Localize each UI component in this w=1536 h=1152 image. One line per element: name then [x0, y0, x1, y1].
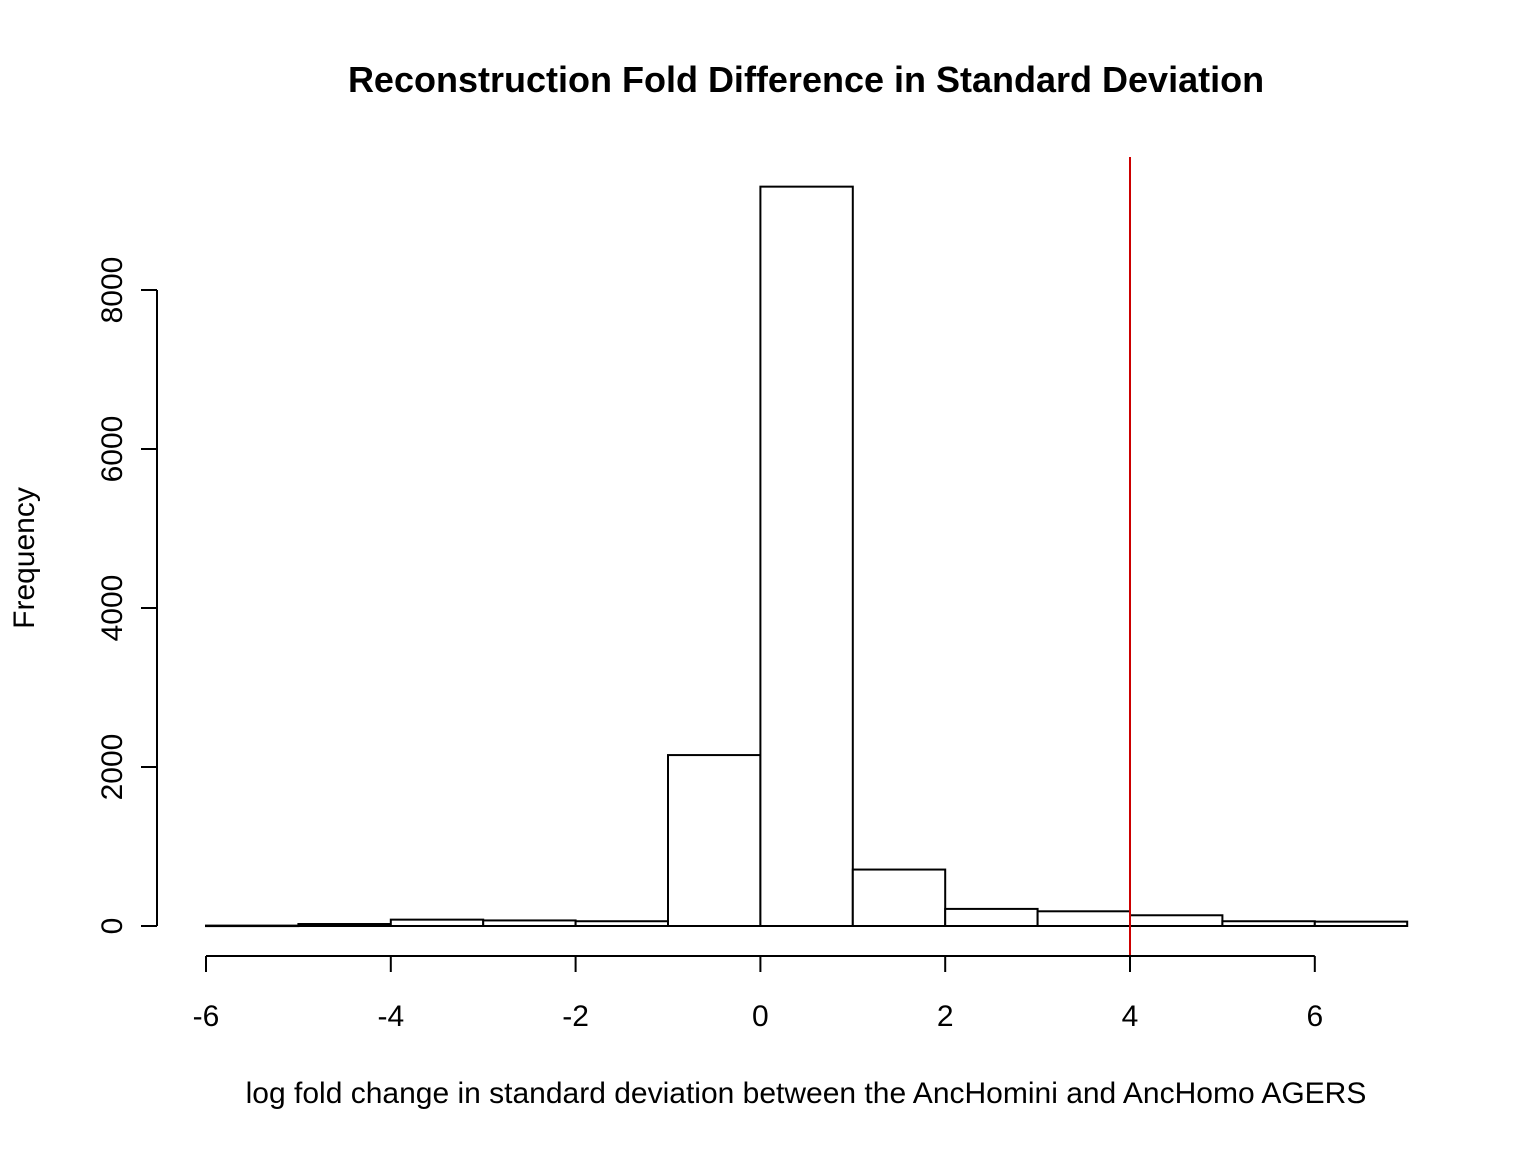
histogram-bar: [667, 754, 762, 928]
x-axis: -6 -4 -2 0 2 4 6: [193, 955, 1323, 1033]
histogram-bar: [944, 907, 1039, 927]
histogram-bar: [482, 919, 577, 927]
x-axis-label: log fold change in standard deviation be…: [246, 1077, 1367, 1110]
x-tick-label: 0: [752, 1000, 769, 1033]
chart-title: Reconstruction Fold Difference in Standa…: [348, 59, 1264, 100]
histogram-bar: [1129, 914, 1224, 928]
x-tick-label: -6: [193, 1000, 220, 1033]
histogram-bar: [574, 920, 669, 927]
histogram-bar: [297, 923, 392, 928]
y-tick-label: 4000: [96, 575, 129, 642]
x-tick-label: 2: [937, 1000, 954, 1033]
histogram-bar: [759, 185, 854, 927]
x-tick-label: 4: [1122, 1000, 1139, 1033]
y-tick-label: 8000: [96, 257, 129, 324]
y-axis: 0 2000 4000 6000 8000: [96, 257, 158, 935]
y-tick-label: 0: [96, 918, 129, 935]
histogram-bar: [389, 918, 485, 928]
histogram-bar: [851, 868, 947, 927]
histogram-bar: [1036, 910, 1131, 927]
y-tick-label: 6000: [96, 416, 129, 483]
x-tick-label: -4: [377, 1000, 404, 1033]
y-tick-label: 2000: [96, 734, 129, 801]
histogram-bars: [205, 185, 1409, 928]
histogram-bar: [1221, 920, 1316, 927]
x-tick-label: 6: [1306, 1000, 1323, 1033]
histogram-bar: [1313, 920, 1409, 928]
x-tick-label: -2: [562, 1000, 589, 1033]
y-axis-label: Frequency: [8, 487, 41, 629]
histogram-bar: [205, 924, 300, 928]
